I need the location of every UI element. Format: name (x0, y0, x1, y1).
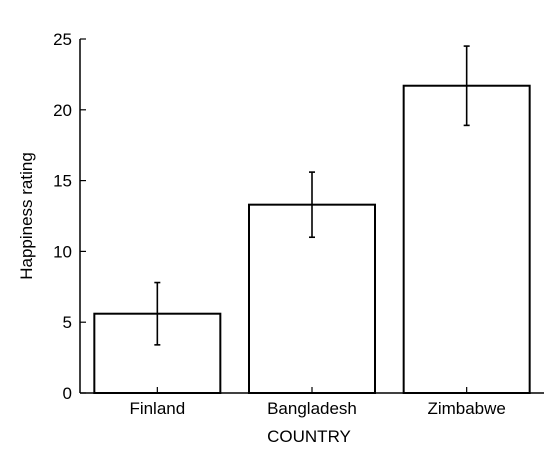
y-ticks-group: 0 5 10 15 20 25 (53, 30, 86, 403)
x-tick-label: Zimbabwe (427, 399, 505, 418)
y-tick-label: 10 (53, 242, 72, 261)
y-tick-label: 25 (53, 30, 72, 49)
bars-group (93, 84, 531, 395)
y-tick-label: 0 (63, 384, 72, 403)
x-axis-label: COUNTRY (267, 427, 351, 446)
y-tick-label: 15 (53, 172, 72, 191)
bar (402, 84, 531, 394)
y-axis-label: Happiness rating (17, 152, 36, 280)
x-tick-label: Finland (129, 399, 185, 418)
y-tick-label: 20 (53, 101, 72, 120)
error-bars-group (154, 45, 470, 346)
x-ticks-group: Finland Bangladesh Zimbabwe (129, 387, 506, 418)
x-tick-label: Bangladesh (267, 399, 357, 418)
y-tick-label: 5 (63, 313, 72, 332)
